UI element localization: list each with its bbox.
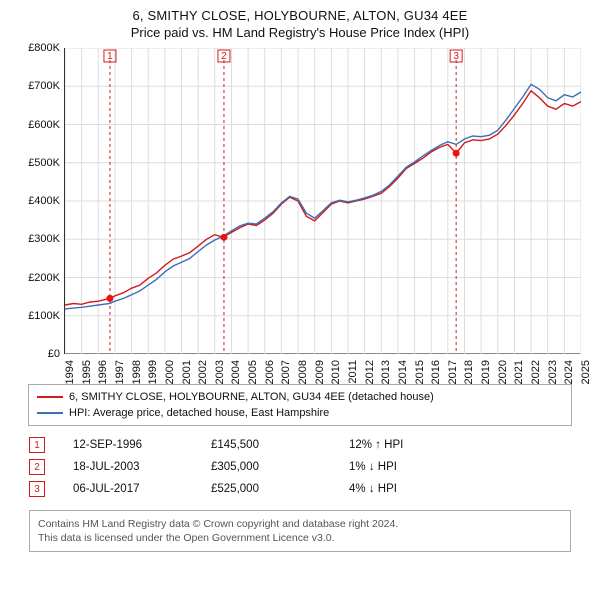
row-marker-3: 3 bbox=[29, 481, 45, 497]
row-price: £145,500 bbox=[211, 439, 321, 451]
row-price: £305,000 bbox=[211, 461, 321, 473]
y-axis-tick-label: £0 bbox=[20, 348, 60, 360]
title-line-2: Price paid vs. HM Land Registry's House … bbox=[0, 25, 600, 40]
footer-line-2: This data is licensed under the Open Gov… bbox=[38, 531, 562, 545]
svg-text:1: 1 bbox=[107, 51, 113, 62]
row-delta: 12% ↑ HPI bbox=[349, 439, 403, 451]
legend-swatch bbox=[37, 396, 63, 398]
y-axis-tick-label: £500K bbox=[20, 157, 60, 169]
y-axis-tick-label: £300K bbox=[20, 233, 60, 245]
legend-item: 6, SMITHY CLOSE, HOLYBOURNE, ALTON, GU34… bbox=[37, 389, 563, 405]
table-row: 1 12-SEP-1996 £145,500 12% ↑ HPI bbox=[29, 434, 571, 456]
legend-item: HPI: Average price, detached house, East… bbox=[37, 405, 563, 421]
x-axis-tick-label: 2025 bbox=[580, 360, 600, 384]
y-axis-tick-label: £600K bbox=[20, 119, 60, 131]
plot-area: 1 2 3 bbox=[64, 48, 580, 354]
row-date: 06-JUL-2017 bbox=[73, 483, 183, 495]
y-axis-tick-label: £700K bbox=[20, 80, 60, 92]
table-row: 3 06-JUL-2017 £525,000 4% ↓ HPI bbox=[29, 478, 571, 500]
transaction-table: 1 12-SEP-1996 £145,500 12% ↑ HPI 2 18-JU… bbox=[29, 434, 571, 500]
footer: Contains HM Land Registry data © Crown c… bbox=[29, 510, 571, 552]
legend-swatch bbox=[37, 412, 63, 414]
row-price: £525,000 bbox=[211, 483, 321, 495]
plot-svg: 1 2 3 bbox=[65, 48, 581, 354]
title-line-1: 6, SMITHY CLOSE, HOLYBOURNE, ALTON, GU34… bbox=[0, 8, 600, 23]
row-date: 12-SEP-1996 bbox=[73, 439, 183, 451]
y-axis-tick-label: £400K bbox=[20, 195, 60, 207]
legend: 6, SMITHY CLOSE, HOLYBOURNE, ALTON, GU34… bbox=[28, 384, 572, 426]
y-axis-tick-label: £200K bbox=[20, 272, 60, 284]
table-row: 2 18-JUL-2003 £305,000 1% ↓ HPI bbox=[29, 456, 571, 478]
legend-label: 6, SMITHY CLOSE, HOLYBOURNE, ALTON, GU34… bbox=[69, 389, 434, 405]
row-delta: 1% ↓ HPI bbox=[349, 461, 397, 473]
row-marker-1: 1 bbox=[29, 437, 45, 453]
y-axis-tick-label: £800K bbox=[20, 42, 60, 54]
legend-label: HPI: Average price, detached house, East… bbox=[69, 405, 329, 421]
row-delta: 4% ↓ HPI bbox=[349, 483, 397, 495]
svg-text:2: 2 bbox=[221, 51, 227, 62]
row-marker-2: 2 bbox=[29, 459, 45, 475]
footer-line-1: Contains HM Land Registry data © Crown c… bbox=[38, 517, 562, 531]
price-chart: £0£100K£200K£300K£400K£500K£600K£700K£80… bbox=[20, 48, 580, 378]
y-axis-tick-label: £100K bbox=[20, 310, 60, 322]
row-date: 18-JUL-2003 bbox=[73, 461, 183, 473]
svg-text:3: 3 bbox=[453, 51, 459, 62]
